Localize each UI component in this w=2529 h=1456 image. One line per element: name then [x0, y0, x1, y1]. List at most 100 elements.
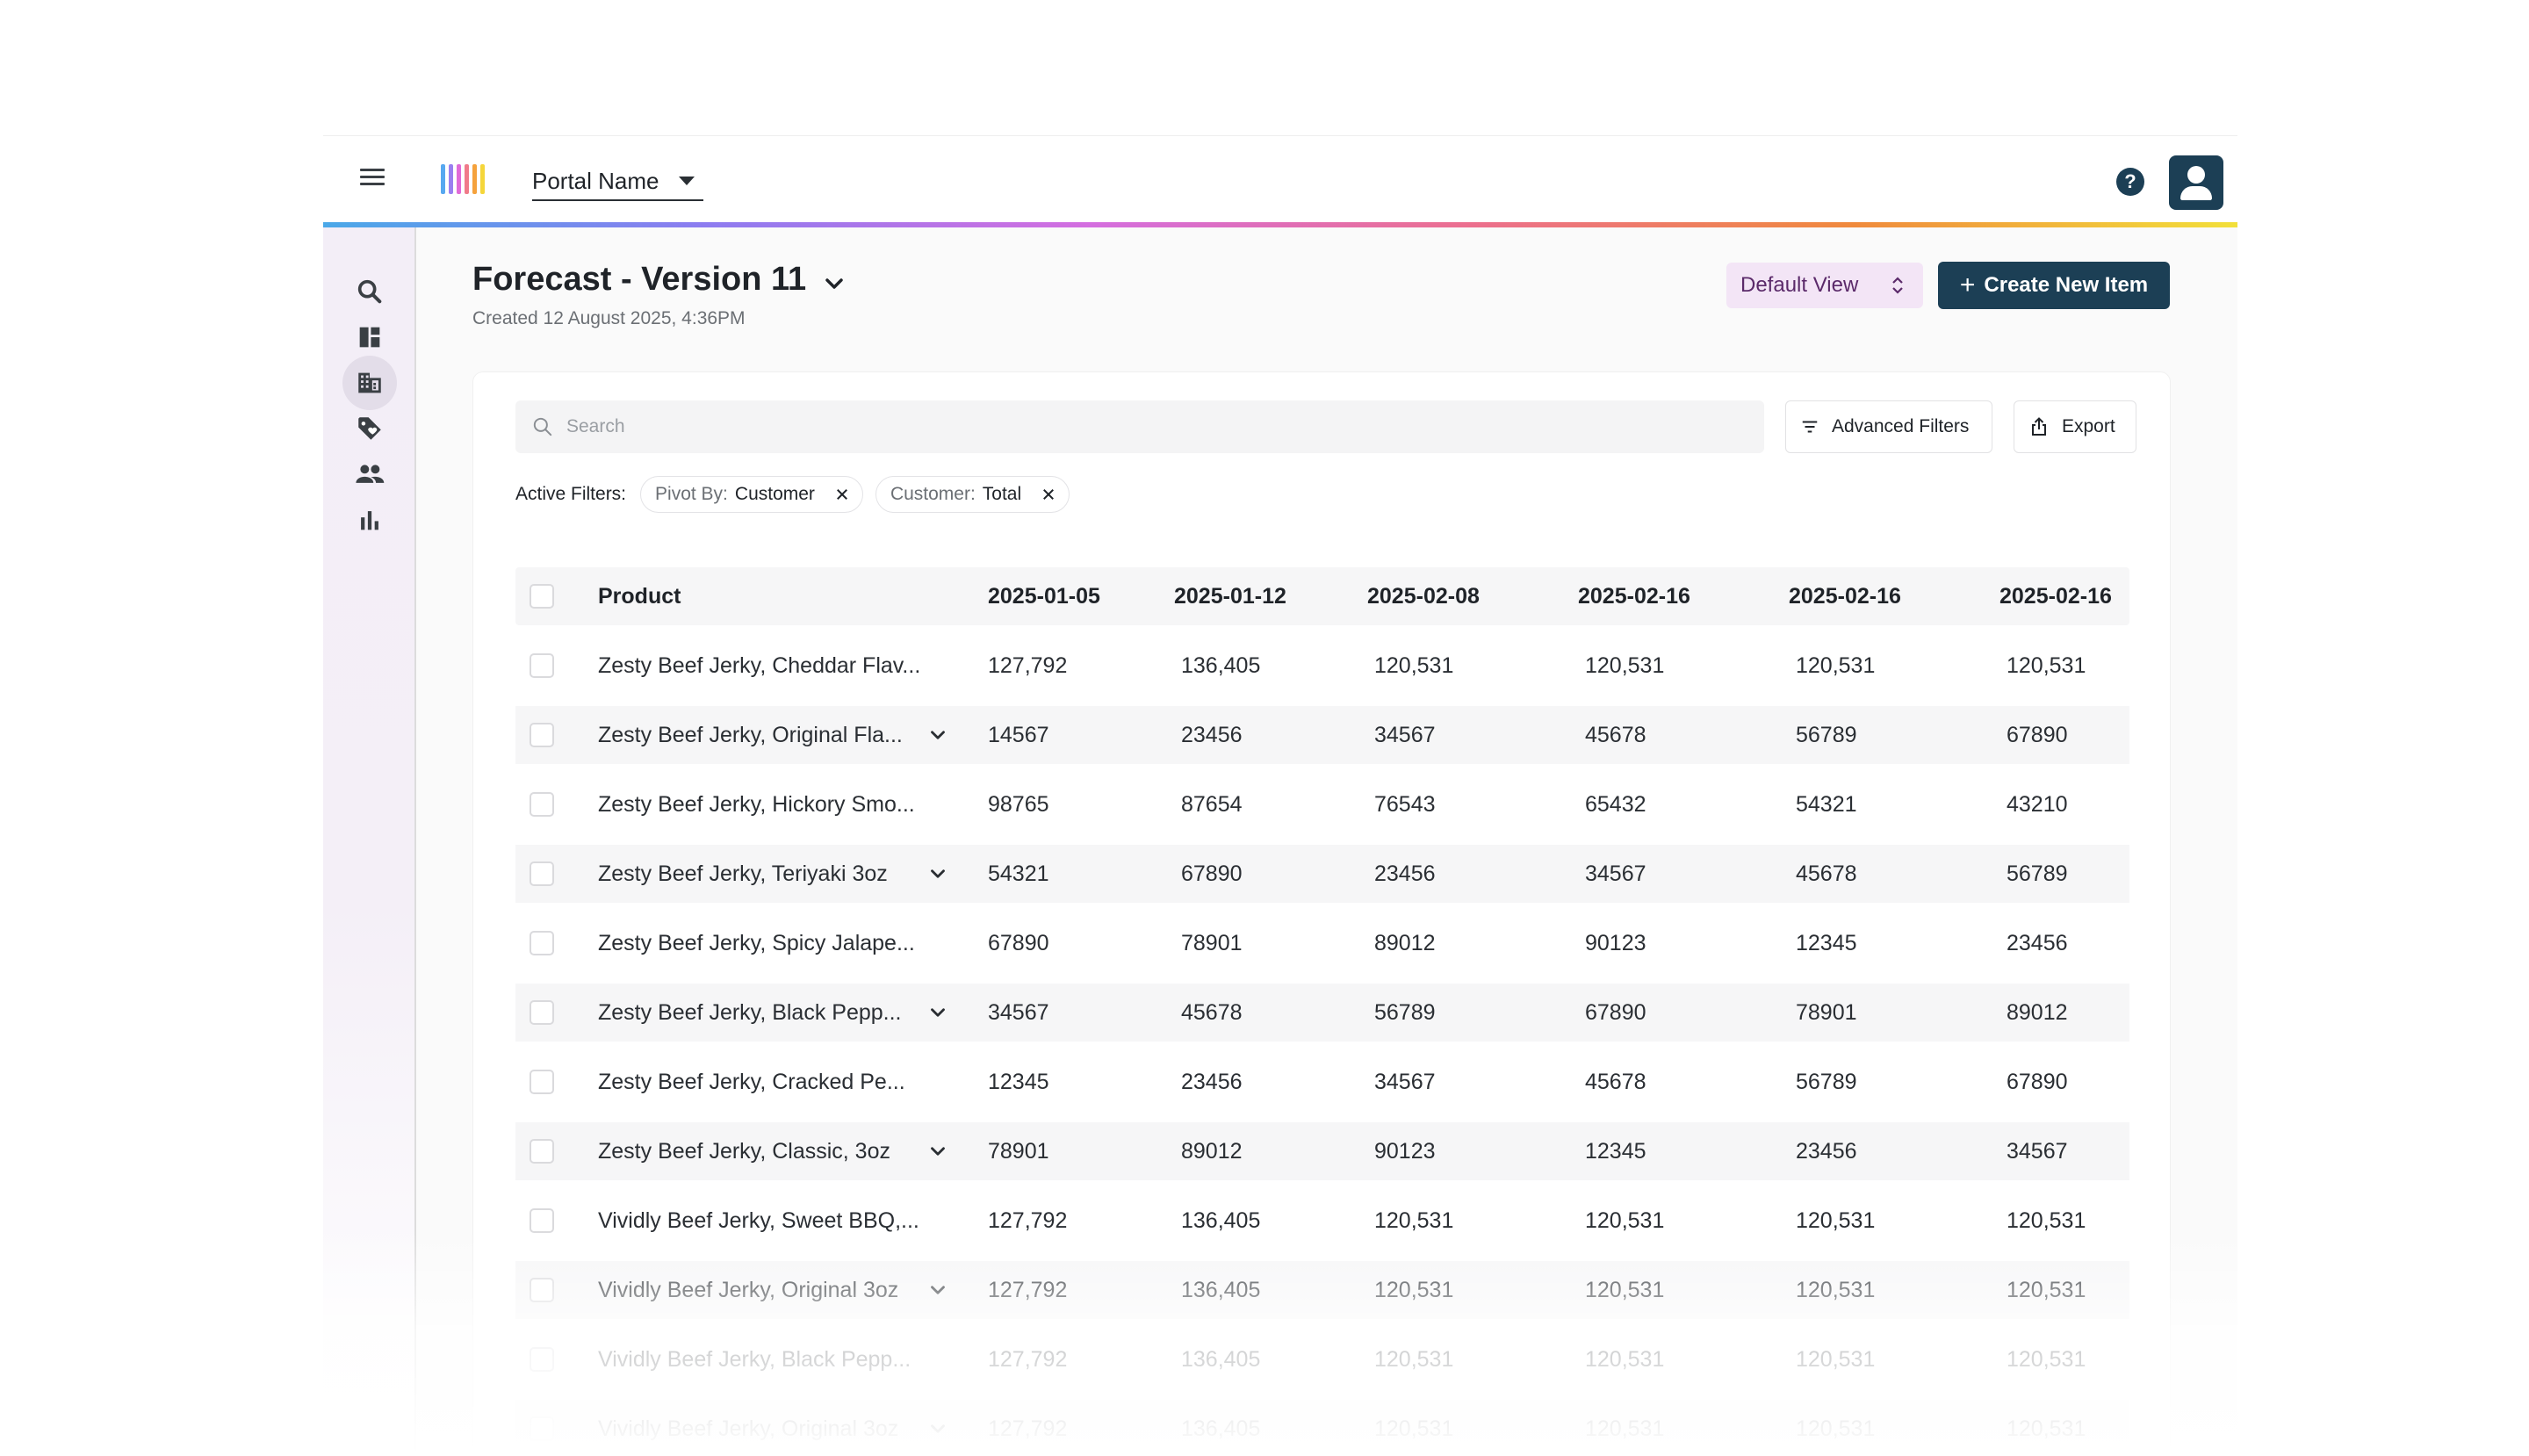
logo-bar — [449, 164, 453, 194]
table-row[interactable]: Vividly Beef Jerky, Original 3oz 127,792 1… — [515, 1400, 2129, 1456]
forecast-value-cell: 23456 — [2007, 931, 2068, 955]
table-row[interactable]: Zesty Beef Jerky, Classic, 3oz 78901 89012… — [515, 1122, 2129, 1180]
forecast-value-cell: 23456 — [1796, 1139, 1857, 1164]
forecast-value-cell: 45678 — [1796, 861, 1857, 886]
column-header-date[interactable]: 2025-01-12 — [1174, 584, 1286, 609]
forecast-value-cell: 98765 — [988, 792, 1049, 817]
sidebar-item-analytics[interactable] — [342, 493, 397, 547]
table-row[interactable]: Vividly Beef Jerky, Original 3oz 127,792 1… — [515, 1261, 2129, 1319]
forecast-value-cell: 120,531 — [2007, 1208, 2086, 1233]
active-filters-label: Active Filters: — [515, 484, 627, 504]
forecast-value-cell: 120,531 — [1374, 1347, 1454, 1372]
forecast-value-cell: 78901 — [988, 1139, 1049, 1164]
forecast-value-cell: 127,792 — [988, 1278, 1068, 1302]
logo-bar — [465, 164, 469, 194]
row-checkbox[interactable] — [530, 653, 554, 678]
product-name: Vividly Beef Jerky, Original 3oz — [598, 1416, 899, 1441]
forecast-value-cell: 34567 — [1374, 1070, 1436, 1094]
forecast-value-cell: 56789 — [1374, 1000, 1436, 1025]
search-bar[interactable] — [515, 400, 1764, 453]
table-row[interactable]: Vividly Beef Jerky, Sweet BBQ,... 127,792… — [515, 1192, 2129, 1250]
forecast-value-cell: 120,531 — [2007, 1416, 2086, 1441]
forecast-value-cell: 12345 — [1585, 1139, 1646, 1164]
close-icon[interactable] — [1041, 487, 1056, 502]
forecast-value-cell: 127,792 — [988, 653, 1068, 678]
forecast-value-cell: 14567 — [988, 723, 1049, 747]
table-row[interactable]: Zesty Beef Jerky, Cracked Pe... 12345 2345… — [515, 1053, 2129, 1111]
table-row[interactable]: Zesty Beef Jerky, Original Fla... 14567 23… — [515, 706, 2129, 764]
column-header-product[interactable]: Product — [598, 584, 681, 609]
chevron-down-icon[interactable] — [926, 1279, 949, 1301]
forecast-value-cell: 67890 — [1181, 861, 1243, 886]
sidebar-item-companies[interactable] — [342, 356, 397, 410]
row-checkbox[interactable] — [530, 1000, 554, 1025]
forecast-table: Product 2025-01-05 2025-01-12 2025-02-08… — [515, 567, 2129, 1456]
column-header-date[interactable]: 2025-02-16 — [1999, 584, 2112, 609]
column-header-date[interactable]: 2025-02-08 — [1367, 584, 1480, 609]
select-all-checkbox[interactable] — [530, 584, 554, 609]
page-subtitle: Created 12 August 2025, 4:36PM — [472, 308, 746, 328]
search-icon — [533, 417, 552, 436]
sidebar-item-search[interactable] — [342, 264, 397, 319]
hamburger-menu-icon[interactable] — [358, 165, 386, 193]
filter-chip-value: Customer — [734, 484, 815, 504]
table-body: Zesty Beef Jerky, Cheddar Flav... 127,792… — [515, 637, 2129, 1456]
close-icon[interactable] — [834, 487, 850, 502]
forecast-value-cell: 45678 — [1181, 1000, 1243, 1025]
advanced-filters-button[interactable]: Advanced Filters — [1785, 400, 1992, 453]
row-checkbox[interactable] — [530, 1139, 554, 1164]
bar-chart-icon — [361, 511, 378, 530]
top-bar: Portal Name ? — [323, 136, 2237, 222]
row-checkbox[interactable] — [530, 723, 554, 747]
search-input[interactable] — [566, 416, 1708, 437]
sort-updown-icon — [1892, 277, 1903, 294]
help-icon[interactable]: ? — [2116, 168, 2144, 196]
forecast-value-cell: 120,531 — [1374, 1278, 1454, 1302]
table-row[interactable]: Zesty Beef Jerky, Teriyaki 3oz 54321 67890… — [515, 845, 2129, 903]
row-checkbox[interactable] — [530, 1416, 554, 1441]
table-row[interactable]: Vividly Beef Jerky, Black Pepp... 127,792… — [515, 1330, 2129, 1388]
portal-name: Portal Name — [532, 167, 659, 194]
column-header-date[interactable]: 2025-02-16 — [1789, 584, 1901, 609]
forecast-value-cell: 89012 — [1374, 931, 1436, 955]
chevron-down-icon[interactable] — [820, 270, 848, 298]
row-checkbox[interactable] — [530, 1208, 554, 1233]
sidebar-item-people[interactable] — [342, 447, 397, 501]
sidebar-item-dashboard[interactable] — [342, 310, 397, 364]
row-checkbox[interactable] — [530, 1347, 554, 1372]
row-checkbox[interactable] — [530, 792, 554, 817]
table-row[interactable]: Zesty Beef Jerky, Cheddar Flav... 127,792… — [515, 637, 2129, 695]
view-selector[interactable]: Default View — [1726, 263, 1923, 308]
advanced-filters-label: Advanced Filters — [1832, 416, 1970, 436]
row-checkbox[interactable] — [530, 931, 554, 955]
forecast-value-cell: 127,792 — [988, 1347, 1068, 1372]
forecast-value-cell: 78901 — [1796, 1000, 1857, 1025]
chevron-down-icon[interactable] — [926, 1001, 949, 1024]
user-avatar-button[interactable] — [2169, 155, 2223, 210]
chevron-down-icon[interactable] — [926, 1417, 949, 1440]
column-header-date[interactable]: 2025-02-16 — [1578, 584, 1690, 609]
table-row[interactable]: Zesty Beef Jerky, Black Pepp... 34567 4567… — [515, 984, 2129, 1042]
chevron-down-icon[interactable] — [926, 1140, 949, 1163]
table-row[interactable]: Zesty Beef Jerky, Hickory Smo... 98765 876… — [515, 775, 2129, 833]
chevron-down-icon[interactable] — [926, 862, 949, 885]
product-name: Vividly Beef Jerky, Sweet BBQ,... — [598, 1208, 919, 1233]
column-header-date[interactable]: 2025-01-05 — [988, 584, 1100, 609]
forecast-value-cell: 120,531 — [1796, 1278, 1876, 1302]
row-checkbox[interactable] — [530, 1278, 554, 1302]
portal-selector[interactable]: Portal Name — [532, 162, 703, 201]
forecast-value-cell: 120,531 — [1585, 653, 1665, 678]
forecast-value-cell: 54321 — [1796, 792, 1857, 817]
table-row[interactable]: Zesty Beef Jerky, Spicy Jalape... 67890 78… — [515, 914, 2129, 972]
product-name: Vividly Beef Jerky, Black Pepp... — [598, 1347, 911, 1372]
sidebar-item-tags[interactable] — [342, 401, 397, 456]
logo-bar — [441, 164, 445, 194]
forecast-value-cell: 89012 — [2007, 1000, 2068, 1025]
forecast-value-cell: 120,531 — [1374, 653, 1454, 678]
chevron-down-icon[interactable] — [926, 724, 949, 746]
export-button[interactable]: Export — [2014, 400, 2136, 453]
forecast-value-cell: 127,792 — [988, 1416, 1068, 1441]
create-new-item-button[interactable]: + Create New Item — [1938, 262, 2170, 309]
row-checkbox[interactable] — [530, 861, 554, 886]
row-checkbox[interactable] — [530, 1070, 554, 1094]
